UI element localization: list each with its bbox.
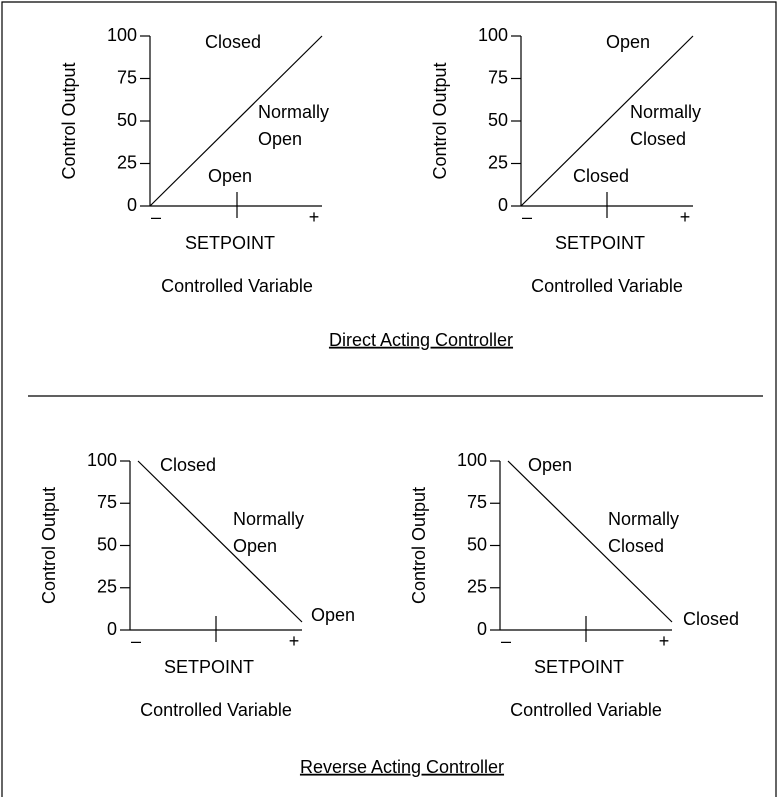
annotation: Open — [233, 536, 277, 556]
x-axis-label: Controlled Variable — [531, 276, 683, 296]
annotation: Closed — [205, 32, 261, 52]
y-tick-label: 25 — [467, 577, 487, 597]
x-plus: + — [680, 207, 691, 227]
y-tick-label: 0 — [107, 619, 117, 639]
annotation: Closed — [573, 166, 629, 186]
annotation: Open — [606, 32, 650, 52]
caption: Reverse Acting Controller — [300, 757, 504, 777]
setpoint-label: SETPOINT — [185, 233, 275, 253]
annotation: Closed — [160, 455, 216, 475]
y-tick-label: 75 — [97, 492, 117, 512]
setpoint-label: SETPOINT — [534, 657, 624, 677]
y-tick-label: 75 — [117, 67, 137, 87]
x-minus: – — [131, 631, 141, 651]
y-tick-label: 50 — [97, 534, 117, 554]
x-axis-label: Controlled Variable — [510, 700, 662, 720]
annotation: Closed — [630, 129, 686, 149]
y-tick-label: 75 — [467, 492, 487, 512]
y-tick-label: 0 — [127, 195, 137, 215]
annotation: Open — [528, 455, 572, 475]
y-axis-label: Control Output — [59, 62, 79, 179]
setpoint-label: SETPOINT — [555, 233, 645, 253]
annotation: Closed — [608, 536, 664, 556]
response-line — [149, 35, 323, 207]
response-line — [137, 460, 303, 623]
x-plus: + — [289, 631, 300, 651]
response-line — [520, 35, 694, 207]
y-tick-label: 75 — [488, 67, 508, 87]
y-axis-label: Control Output — [430, 62, 450, 179]
x-axis-label: Controlled Variable — [140, 700, 292, 720]
annotation: Open — [258, 129, 302, 149]
x-minus: – — [501, 631, 511, 651]
annotation: Normally — [608, 509, 679, 529]
annotation: Normally — [630, 102, 701, 122]
x-plus: + — [309, 207, 320, 227]
y-tick-label: 0 — [477, 619, 487, 639]
annotation: Closed — [683, 609, 739, 629]
y-tick-label: 50 — [117, 110, 137, 130]
annotation: Normally — [258, 102, 329, 122]
x-minus: – — [522, 207, 532, 227]
y-tick-label: 100 — [478, 25, 508, 45]
y-tick-label: 50 — [488, 110, 508, 130]
y-tick-label: 25 — [97, 577, 117, 597]
response-line — [507, 460, 673, 623]
y-tick-label: 100 — [457, 450, 487, 470]
y-tick-label: 50 — [467, 534, 487, 554]
y-tick-label: 100 — [87, 450, 117, 470]
annotation: Open — [208, 166, 252, 186]
x-minus: – — [151, 207, 161, 227]
x-axis-label: Controlled Variable — [161, 276, 313, 296]
caption: Direct Acting Controller — [329, 330, 513, 350]
y-axis-label: Control Output — [39, 487, 59, 604]
annotation: Open — [311, 605, 355, 625]
x-plus: + — [659, 631, 670, 651]
annotation: Normally — [233, 509, 304, 529]
setpoint-label: SETPOINT — [164, 657, 254, 677]
y-tick-label: 25 — [117, 152, 137, 172]
y-tick-label: 0 — [498, 195, 508, 215]
y-tick-label: 25 — [488, 152, 508, 172]
y-tick-label: 100 — [107, 25, 137, 45]
y-axis-label: Control Output — [409, 487, 429, 604]
